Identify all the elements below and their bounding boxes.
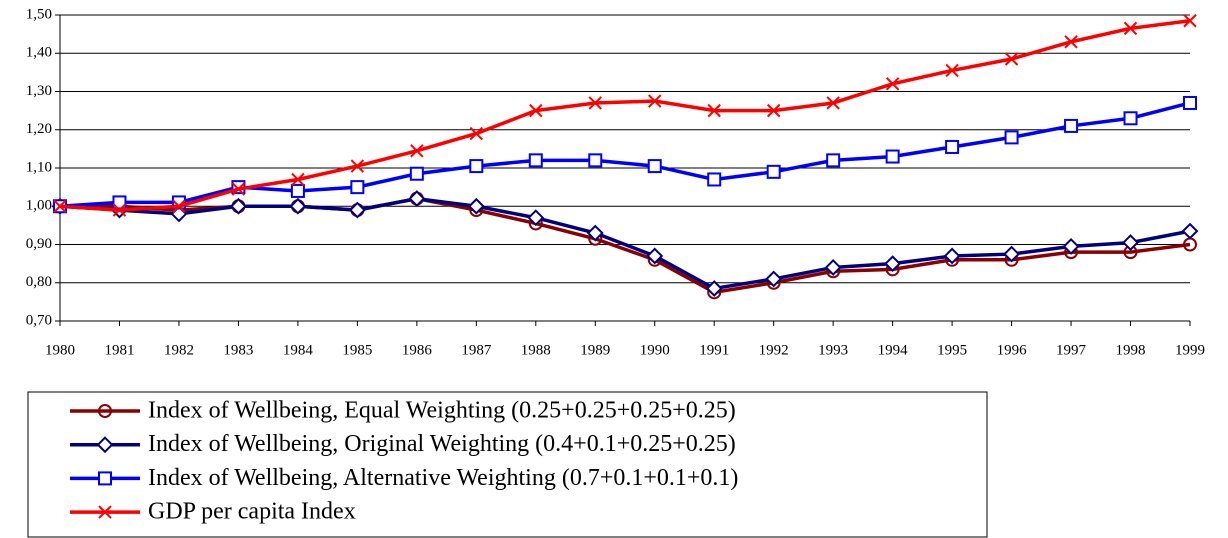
marker: [826, 153, 841, 168]
x-tick-label: 1981: [104, 342, 134, 358]
marker: [112, 203, 127, 217]
marker: [1183, 95, 1197, 110]
x-tick-label: 1992: [759, 342, 789, 358]
marker: [350, 180, 365, 195]
marker: [290, 183, 305, 198]
x-tick-label: 1985: [342, 342, 372, 358]
marker: [1122, 234, 1139, 252]
marker: [588, 96, 602, 110]
x-tick-label: 1990: [640, 342, 670, 358]
x-tick-label: 1995: [937, 342, 967, 358]
marker: [766, 164, 781, 179]
marker: [1123, 111, 1138, 126]
marker: [1181, 222, 1199, 240]
marker: [885, 77, 900, 91]
x-tick-label: 1999: [1175, 342, 1205, 358]
legend-marker: [98, 505, 112, 519]
y-tick-label: 0,70: [26, 312, 52, 328]
marker: [707, 103, 721, 118]
marker: [231, 182, 246, 196]
legend-label: Index of Wellbeing, Equal Weighting (0.2…: [148, 398, 736, 424]
marker: [705, 280, 723, 297]
x-tick-label: 1988: [521, 342, 551, 358]
marker: [945, 139, 960, 154]
y-tick-label: 1,50: [26, 6, 52, 22]
y-tick-label: 1,40: [26, 45, 52, 61]
marker: [172, 199, 186, 213]
series-line: [59, 196, 1191, 291]
marker: [648, 94, 662, 108]
legend-label: Index of Wellbeing, Alternative Weightin…: [148, 465, 738, 491]
marker: [1062, 237, 1080, 255]
marker: [1064, 35, 1078, 49]
marker: [53, 199, 67, 213]
y-tick-label: 0,80: [26, 274, 52, 290]
marker: [529, 103, 543, 118]
marker: [350, 159, 365, 173]
marker: [885, 149, 900, 164]
x-tick-label: 1983: [223, 342, 253, 358]
marker: [884, 255, 902, 273]
x-tick-label: 1987: [461, 342, 492, 358]
x-tick-label: 1994: [878, 342, 909, 358]
x-tick-label: 1991: [699, 342, 729, 358]
marker: [1064, 118, 1079, 133]
marker: [707, 172, 722, 187]
marker: [824, 259, 842, 276]
legend-label: Index of Wellbeing, Original Weighting (…: [148, 431, 736, 457]
marker: [1183, 14, 1197, 28]
y-tick-label: 1,10: [26, 159, 52, 175]
y-tick-label: 0,90: [26, 236, 52, 252]
marker: [408, 190, 426, 208]
marker: [467, 197, 485, 215]
marker: [528, 153, 543, 168]
marker: [410, 144, 424, 158]
marker: [766, 103, 781, 118]
x-tick-label: 1996: [997, 342, 1028, 358]
marker: [586, 224, 604, 242]
x-tick-label: 1989: [580, 342, 610, 358]
marker: [765, 270, 783, 288]
marker: [348, 201, 366, 219]
x-tick-label: 1984: [283, 342, 314, 358]
marker: [647, 159, 662, 174]
series-line: [59, 19, 1191, 212]
marker: [230, 197, 247, 215]
y-tick-label: 1,20: [26, 121, 52, 137]
marker: [826, 96, 840, 110]
marker: [289, 197, 307, 215]
marker: [291, 172, 305, 187]
y-tick-label: 1,00: [26, 198, 52, 214]
legend-label: GDP per capita Index: [148, 499, 356, 525]
legend-box: [27, 391, 988, 538]
x-tick-label: 1998: [1116, 342, 1146, 358]
legend-marker: [98, 404, 112, 418]
marker: [943, 247, 961, 265]
legend-marker: [98, 471, 112, 486]
marker: [646, 247, 664, 265]
x-tick-label: 1993: [818, 342, 848, 358]
marker: [588, 153, 603, 168]
x-tick-label: 1997: [1056, 342, 1087, 358]
marker: [945, 63, 959, 78]
x-tick-label: 1986: [402, 342, 433, 358]
y-tick-label: 1,30: [26, 83, 52, 99]
marker: [1003, 245, 1020, 263]
marker: [469, 159, 484, 174]
x-tick-label: 1980: [45, 342, 75, 358]
marker: [469, 126, 484, 141]
marker: [527, 209, 545, 227]
marker: [409, 166, 424, 181]
marker: [1123, 21, 1138, 36]
legend-marker: [96, 436, 114, 454]
x-tick-label: 1982: [164, 342, 194, 358]
marker: [1004, 130, 1019, 145]
marker: [1004, 52, 1019, 66]
